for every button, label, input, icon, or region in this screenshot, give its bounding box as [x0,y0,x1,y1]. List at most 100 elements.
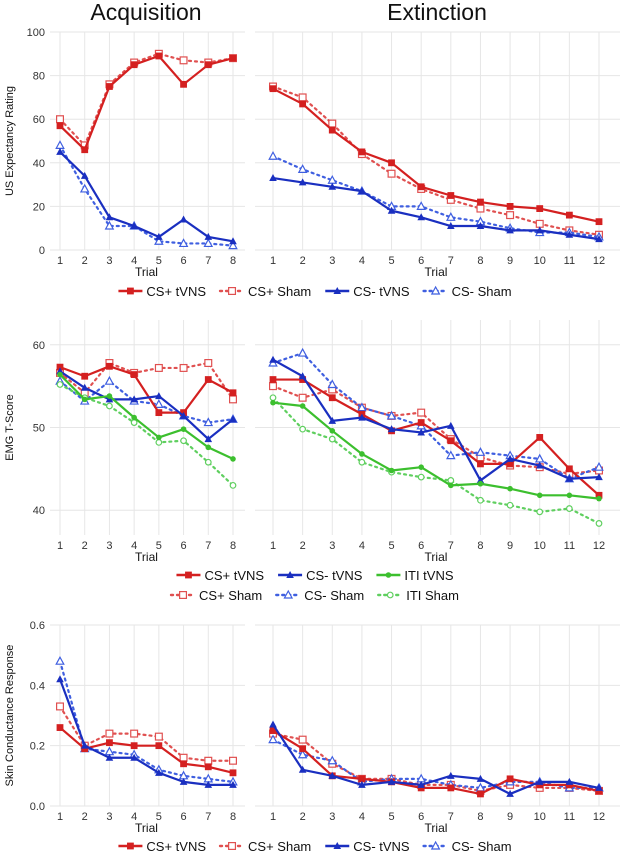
data-point [106,83,113,90]
data-point [476,476,485,484]
legend-item-iti_tvns: ITI tVNS [376,568,454,583]
series-line [58,705,235,762]
series-iti_sham [269,394,603,527]
legend: CS+ tVNS CS+ Sham CS- tVNS CS- Sham [118,284,512,299]
data-point [447,421,455,429]
data-point [205,444,212,451]
data-point [327,755,338,765]
x-tick-label: 7 [448,255,454,267]
data-point [387,777,396,785]
legend: CS+ tVNS CS- tVNS ITI tVNS CS+ Sham CS- Sham… [169,568,459,603]
x-tick-label: 9 [507,811,513,823]
data-point [328,771,337,779]
data-point [154,732,163,741]
data-point [179,56,188,65]
series-cs_plus_tvns [56,724,237,777]
data-point [506,211,515,220]
data-point [106,393,113,399]
data-point [130,729,139,738]
data-point [416,201,426,210]
series-cs_minus_tvns [56,147,237,245]
legend-label: CS- Sham [452,839,512,854]
series-cs_minus_tvns [269,174,603,243]
legend-label: CS- Sham [304,588,364,603]
data-point [130,222,138,230]
y-axis-label: US Expectancy Rating [4,86,16,196]
data-point [56,147,64,155]
data-point [105,729,114,738]
data-point [229,395,238,404]
data-point [417,784,425,792]
data-point [130,61,138,69]
data-point [328,416,337,424]
data-point [155,409,163,417]
data-point [81,372,89,380]
x-tick-label: 7 [205,255,211,267]
data-point [565,781,573,789]
data-point [358,458,366,466]
series-line [271,351,601,480]
x-tick-label: 5 [156,811,162,823]
x-tick-label: 1 [270,255,276,267]
series-line [59,370,234,441]
data-point [298,735,307,744]
data-point [386,410,397,420]
data-point [228,240,238,250]
data-point [130,395,138,403]
panel-acquisition: 0 20 40 60 80 100 1 2 3 4 5 6 7 8 Trial [27,27,245,279]
legend-item-cs_minus_tvns: CS- tVNS [325,284,410,299]
y-axis-label: Skin Conductance Response [4,645,16,787]
data-point [595,473,603,481]
data-point [536,492,543,499]
legend-label: ITI Sham [406,588,459,603]
legend-marker [179,590,188,599]
data-point [80,171,89,179]
data-point [447,771,455,779]
data-point [55,702,64,711]
data-point [130,742,138,750]
x-tick-label: 4 [131,255,137,267]
data-point [155,392,163,400]
y-tick-label: 0.0 [30,801,45,813]
data-point [155,768,163,776]
data-point [595,787,603,795]
legend-label: CS- tVNS [306,568,363,583]
series-line [58,52,235,147]
data-point [154,399,164,408]
data-point [81,396,88,403]
data-point [417,419,425,426]
y-tick-label: 60 [33,114,45,126]
data-point [358,780,366,788]
x-tick-label: 3 [106,540,112,552]
column-title-acquisition: Acquisition [90,0,201,25]
series-line [58,144,235,247]
x-tick-label: 5 [388,255,394,267]
x-tick-label: 4 [359,255,365,267]
data-point [179,777,188,785]
x-tick-label: 7 [448,540,454,552]
data-point [156,434,162,441]
legend-item-cs_minus_sham: CS- Sham [422,839,512,854]
y-tick-label: 20 [33,201,45,213]
series-cs_minus_tvns [269,720,603,797]
data-point [155,52,163,60]
legend-item-cs_plus_tvns: CS+ tVNS [118,839,206,854]
legend-marker [127,842,134,850]
y-tick-label: 100 [27,27,45,39]
data-point [595,783,603,791]
x-tick-label: 7 [448,811,454,823]
data-point [506,460,514,468]
data-point [180,80,187,88]
data-point [476,204,485,213]
data-point [80,741,89,749]
data-point [57,371,63,378]
data-point [595,218,603,226]
x-tick-label: 1 [57,255,63,267]
x-tick-label: 3 [329,540,335,552]
data-point [299,745,307,753]
legend-item-cs_minus_tvns: CS- tVNS [325,839,410,854]
legend-label: CS+ Sham [248,839,311,854]
x-tick-label: 11 [564,540,575,552]
x-tick-label: 8 [477,540,483,552]
